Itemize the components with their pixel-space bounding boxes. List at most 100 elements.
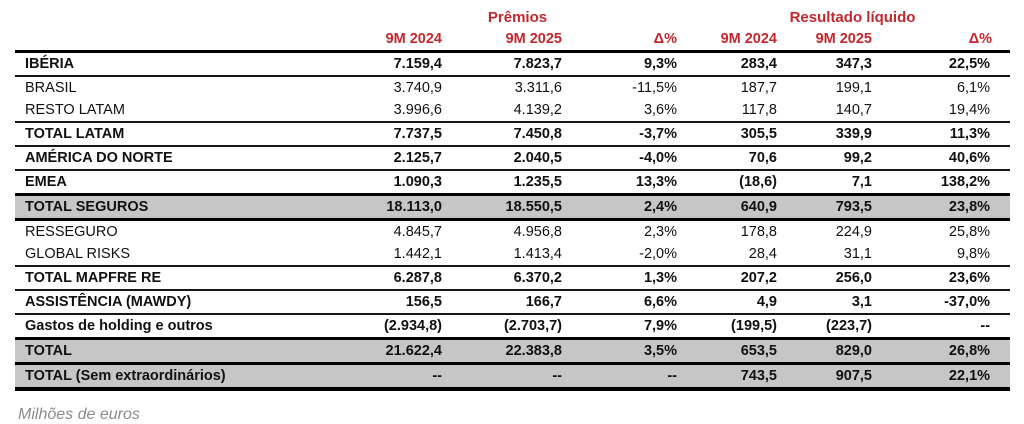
table-row: AMÉRICA DO NORTE 2.125,7 2.040,5 -4,0% 7… bbox=[15, 146, 1011, 171]
cell-premiums-9m2024: 3.996,6 bbox=[340, 99, 460, 123]
cell-premiums-delta: 13,3% bbox=[580, 170, 695, 196]
cell-result-9m2025: 793,5 bbox=[795, 194, 890, 221]
cell-result-9m2025: 339,9 bbox=[795, 122, 890, 147]
cell-result-9m2025: 140,7 bbox=[795, 99, 890, 123]
cell-result-delta: 6,1% bbox=[956, 80, 991, 96]
cell-result-9m2025: 199,1 bbox=[835, 80, 872, 96]
cell-result-9m2024: 178,8 bbox=[740, 224, 777, 240]
cell-result-delta: 11,3% bbox=[890, 122, 1011, 147]
cell-result-delta: 22,5% bbox=[890, 51, 1011, 77]
cell-premiums-9m2024: 7.737,5 bbox=[340, 122, 460, 147]
cell-result-9m2024: 283,4 bbox=[695, 51, 795, 77]
cell-premiums-delta: -4,0% bbox=[580, 146, 695, 171]
row-label: TOTAL LATAM bbox=[15, 122, 340, 147]
results-table: Prêmios Resultado líquido 9M 2024 9M 202… bbox=[15, 8, 1011, 391]
cell-result-9m2024: 4,9 bbox=[695, 290, 795, 315]
table-body: IBÉRIA 7.159,4 7.823,7 9,3% 283,4 347,3 … bbox=[15, 51, 1011, 391]
cell-premiums-9m2024: 21.622,4 bbox=[340, 338, 460, 365]
cell-result-9m2024: 207,2 bbox=[695, 266, 795, 291]
cell-premiums-delta: -3,7% bbox=[580, 122, 695, 147]
cell-result-9m2024: 640,9 bbox=[695, 194, 795, 221]
cell-result-9m2025: 347,3 bbox=[795, 51, 890, 77]
net-result-group-header: Resultado líquido bbox=[789, 9, 916, 26]
cell-premiums-delta: 9,3% bbox=[580, 51, 695, 77]
cell-premiums-9m2024: -- bbox=[340, 363, 460, 391]
table-row: TOTAL SEGUROS 18.113,0 18.550,5 2,4% 640… bbox=[15, 194, 1011, 221]
row-label: TOTAL MAPFRE RE bbox=[15, 266, 340, 291]
row-label: BRASIL bbox=[25, 80, 77, 96]
premiums-group-header: Prêmios bbox=[487, 9, 548, 26]
cell-premiums-9m2024: 18.113,0 bbox=[340, 194, 460, 221]
cell-premiums-9m2024: 1.442,1 bbox=[340, 243, 460, 267]
cell-result-9m2025: 31,1 bbox=[795, 243, 890, 267]
cell-result-9m2024: 743,5 bbox=[695, 363, 795, 391]
table-row: Gastos de holding e outros (2.934,8) (2.… bbox=[15, 314, 1011, 340]
cell-premiums-9m2025: 6.370,2 bbox=[460, 266, 580, 291]
cell-premiums-9m2025: 1.413,4 bbox=[460, 243, 580, 267]
cell-premiums-9m2024: 3.740,9 bbox=[393, 80, 442, 96]
cell-premiums-delta: -2,0% bbox=[580, 243, 695, 267]
table-row: ASSISTÊNCIA (MAWDY) 156,5 166,7 6,6% 4,9… bbox=[15, 290, 1011, 315]
table-row: TOTAL (Sem extraordinários) -- -- -- 743… bbox=[15, 363, 1011, 391]
cell-result-9m2024: 117,8 bbox=[695, 99, 795, 123]
units-footnote: Milhões de euros bbox=[18, 406, 140, 423]
cell-result-delta: 19,4% bbox=[890, 99, 1011, 123]
col-header-result-9m2025: 9M 2025 bbox=[795, 28, 890, 53]
cell-premiums-9m2025: 2.040,5 bbox=[460, 146, 580, 171]
cell-premiums-delta: -11,5% bbox=[632, 80, 677, 96]
cell-premiums-delta: 2,4% bbox=[580, 194, 695, 221]
cell-premiums-delta: -- bbox=[580, 363, 695, 391]
table-row: RESSEGURO 4.845,7 4.956,8 2,3% 178,8 224… bbox=[15, 220, 1010, 244]
cell-premiums-delta: 3,5% bbox=[580, 338, 695, 365]
row-label: RESSEGURO bbox=[25, 224, 118, 240]
cell-result-9m2024: 653,5 bbox=[695, 338, 795, 365]
cell-result-9m2025: 907,5 bbox=[795, 363, 890, 391]
cell-result-9m2024: 187,7 bbox=[740, 80, 777, 96]
row-label: AMÉRICA DO NORTE bbox=[15, 146, 340, 171]
group-header-row: Prêmios Resultado líquido bbox=[15, 8, 1010, 28]
cell-result-delta: -37,0% bbox=[890, 290, 1011, 315]
cell-premiums-9m2025: 166,7 bbox=[460, 290, 580, 315]
cell-premiums-9m2024: 156,5 bbox=[340, 290, 460, 315]
cell-result-9m2024: 28,4 bbox=[695, 243, 795, 267]
row-label: IBÉRIA bbox=[15, 51, 340, 77]
cell-premiums-9m2024: (2.934,8) bbox=[340, 314, 460, 340]
cell-premiums-9m2025: 22.383,8 bbox=[460, 338, 580, 365]
row-label: Gastos de holding e outros bbox=[15, 314, 340, 340]
col-header-result-delta: Δ% bbox=[890, 28, 1011, 53]
table-row: GLOBAL RISKS 1.442,1 1.413,4 -2,0% 28,4 … bbox=[15, 243, 1011, 267]
cell-result-delta: 9,8% bbox=[890, 243, 1011, 267]
cell-result-9m2024: 305,5 bbox=[695, 122, 795, 147]
cell-premiums-delta: 1,3% bbox=[580, 266, 695, 291]
col-header-premiums-9m2025: 9M 2025 bbox=[460, 28, 580, 53]
cell-premiums-9m2025: 7.823,7 bbox=[460, 51, 580, 77]
column-header-row: 9M 2024 9M 2025 Δ% 9M 2024 9M 2025 Δ% bbox=[15, 28, 1011, 53]
cell-premiums-9m2024: 4.845,7 bbox=[393, 224, 442, 240]
cell-result-9m2025: 3,1 bbox=[795, 290, 890, 315]
cell-result-9m2024: 70,6 bbox=[695, 146, 795, 171]
row-label: EMEA bbox=[15, 170, 340, 196]
cell-premiums-9m2025: 3.311,6 bbox=[514, 80, 562, 96]
cell-result-9m2024: (199,5) bbox=[695, 314, 795, 340]
table-row: RESTO LATAM 3.996,6 4.139,2 3,6% 117,8 1… bbox=[15, 99, 1011, 123]
empty-label-header bbox=[15, 28, 340, 53]
cell-premiums-delta: 2,3% bbox=[643, 224, 677, 240]
cell-result-9m2025: 7,1 bbox=[795, 170, 890, 196]
row-label: RESTO LATAM bbox=[15, 99, 340, 123]
row-label: TOTAL bbox=[15, 338, 340, 365]
cell-result-9m2025: 829,0 bbox=[795, 338, 890, 365]
col-header-premiums-9m2024: 9M 2024 bbox=[340, 28, 460, 53]
col-header-result-9m2024: 9M 2024 bbox=[695, 28, 795, 53]
cell-result-9m2025: 99,2 bbox=[795, 146, 890, 171]
cell-result-delta: -- bbox=[890, 314, 1011, 340]
row-label: TOTAL (Sem extraordinários) bbox=[15, 363, 340, 391]
row-label: ASSISTÊNCIA (MAWDY) bbox=[15, 290, 340, 315]
cell-result-9m2024: (18,6) bbox=[695, 170, 795, 196]
cell-premiums-9m2025: 4.139,2 bbox=[460, 99, 580, 123]
cell-result-delta: 23,8% bbox=[890, 194, 1011, 221]
cell-premiums-9m2025: 7.450,8 bbox=[460, 122, 580, 147]
cell-premiums-delta: 3,6% bbox=[580, 99, 695, 123]
row-label: TOTAL SEGUROS bbox=[15, 194, 340, 221]
table-row: TOTAL LATAM 7.737,5 7.450,8 -3,7% 305,5 … bbox=[15, 122, 1011, 147]
cell-premiums-9m2024: 1.090,3 bbox=[340, 170, 460, 196]
